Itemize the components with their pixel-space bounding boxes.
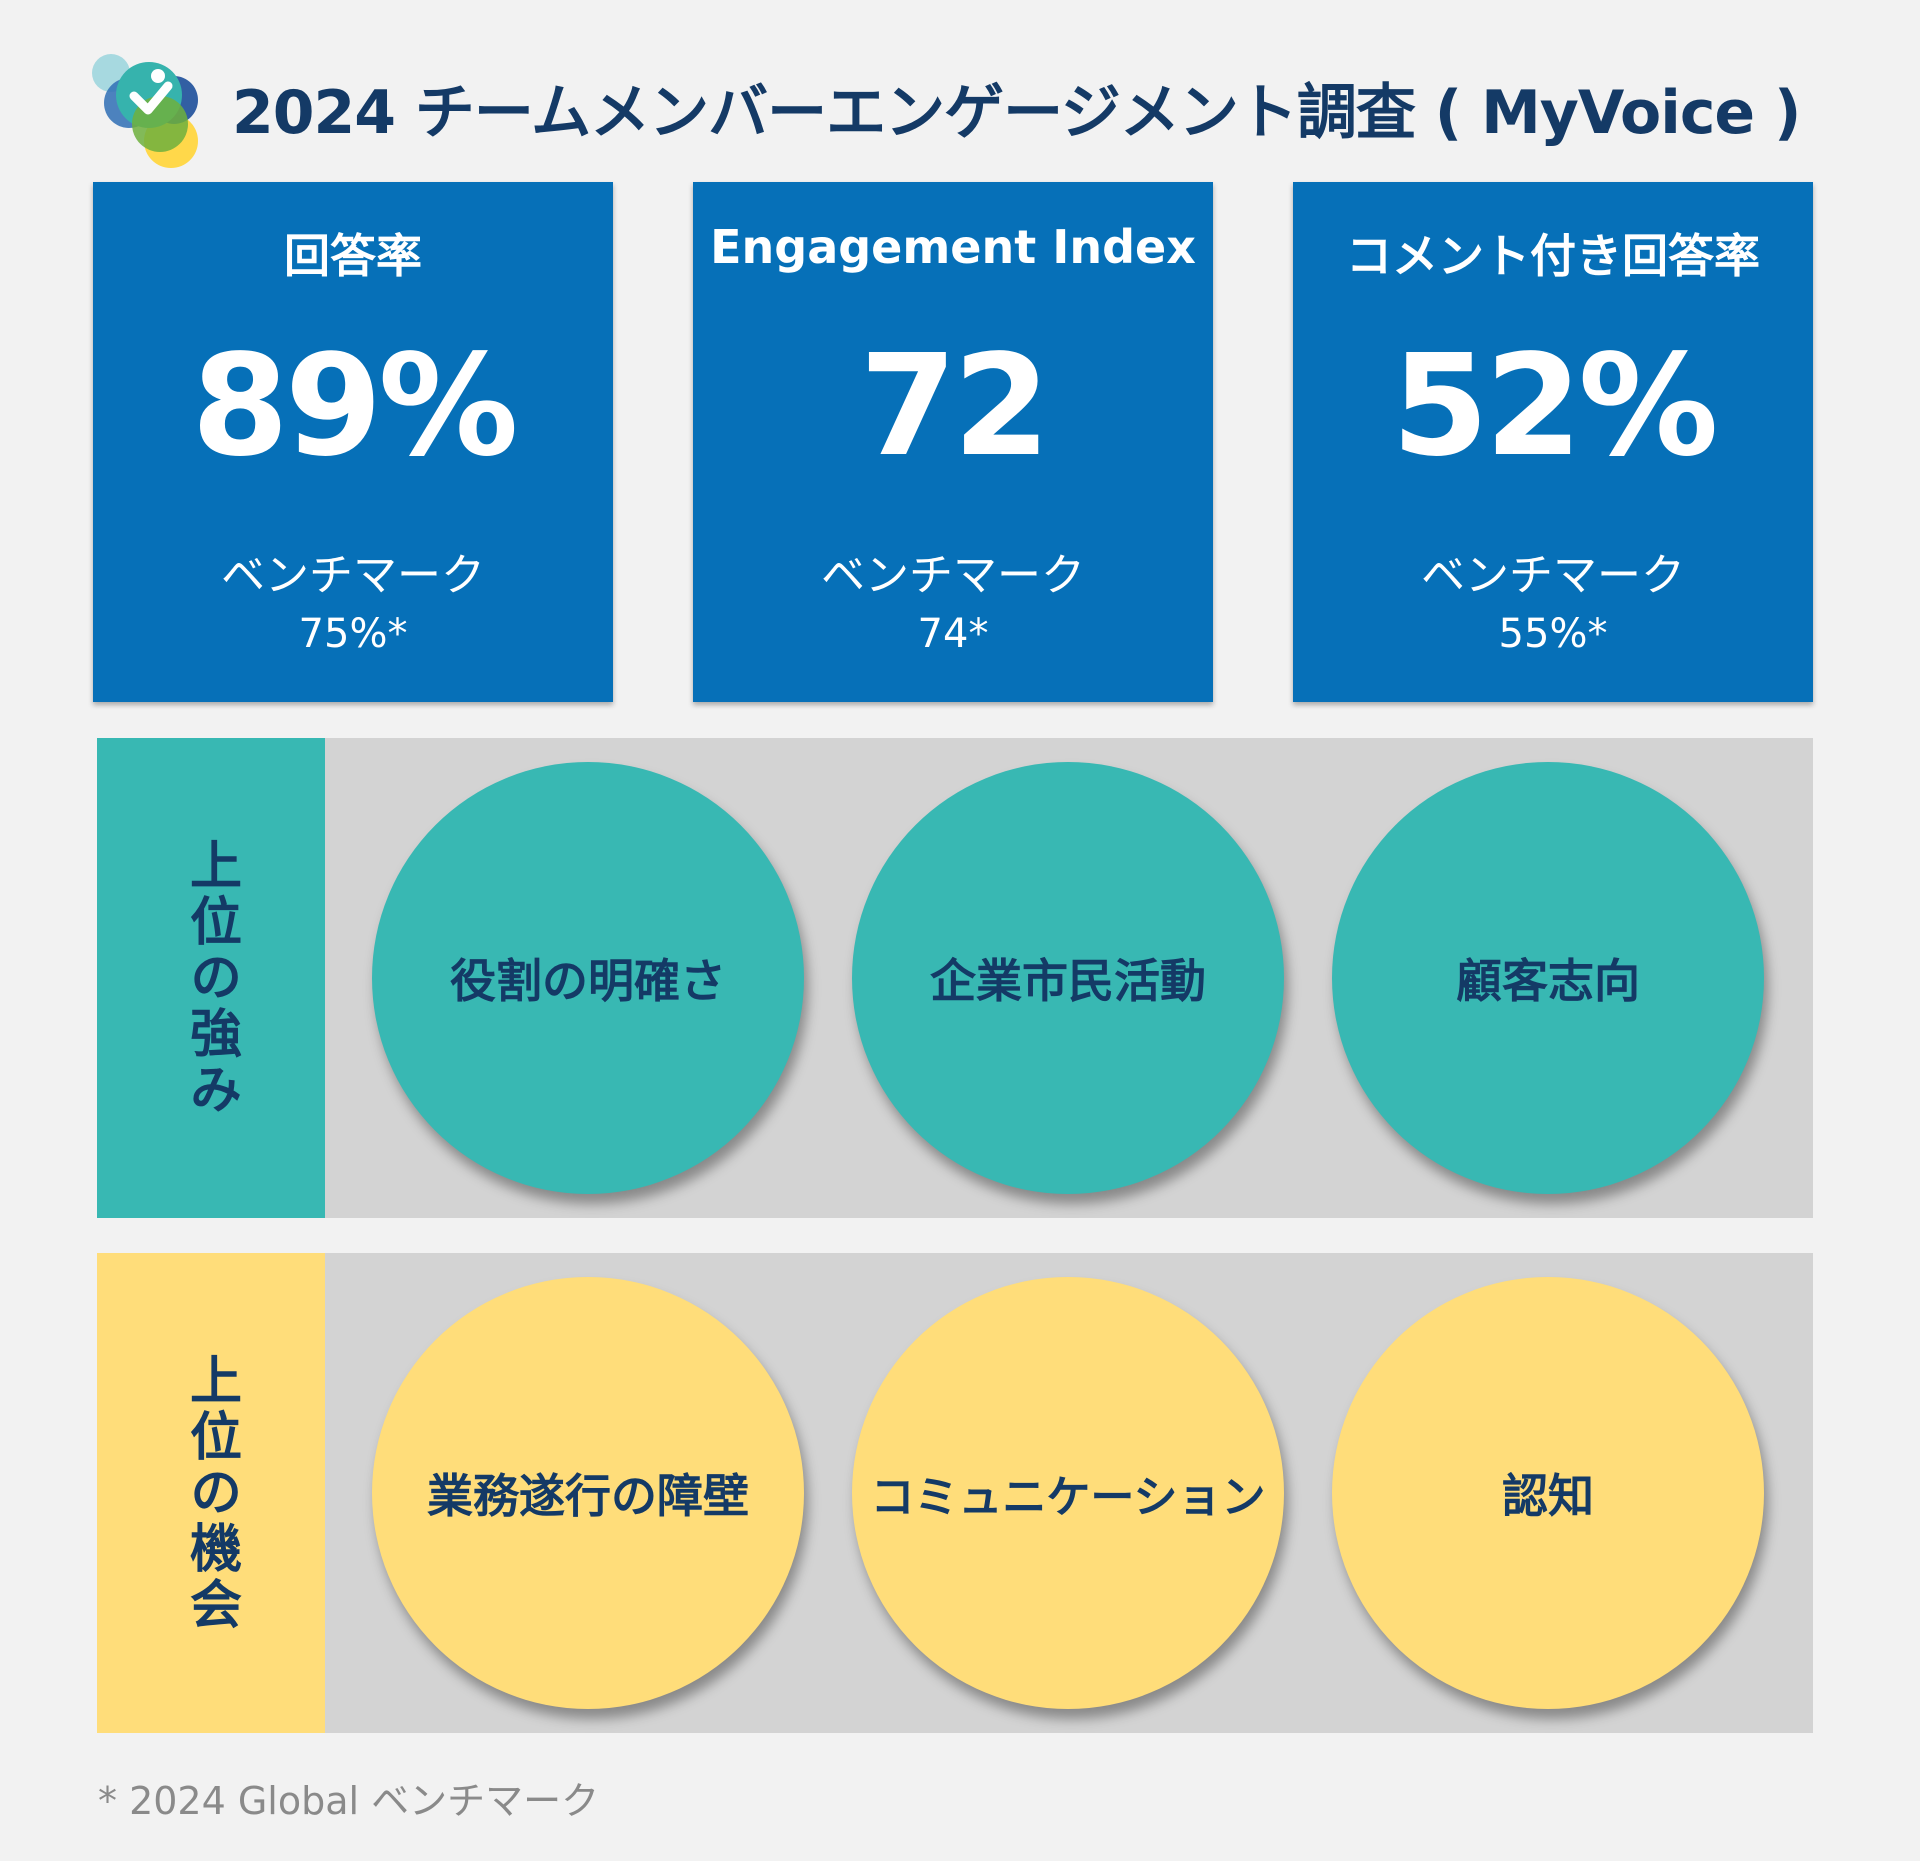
opportunity-item: 業務遂行の障壁: [372, 1277, 804, 1709]
kpi-benchmark-value: 55%*: [1498, 611, 1608, 657]
strength-item-label: 顧客志向: [1456, 954, 1640, 1008]
opportunity-item-label: 認知: [1502, 1469, 1594, 1523]
strengths-panel: 上位の強み 役割の明確さ 企業市民活動 顧客志向: [97, 738, 1813, 1218]
kpi-benchmark-label: ベンチマーク: [221, 550, 485, 601]
opportunities-side-label: 上位の機会: [97, 1253, 325, 1733]
strength-item: 役割の明確さ: [372, 762, 804, 1194]
kpi-row: 回答率 89% ベンチマーク 75%* Engagement Index 72 …: [93, 182, 1813, 702]
strength-item: 企業市民活動: [852, 762, 1284, 1194]
strengths-heading: 上位の強み: [180, 838, 241, 1118]
kpi-benchmark-label: ベンチマーク: [821, 550, 1085, 601]
opportunities-heading: 上位の機会: [180, 1353, 241, 1633]
opportunities-panel: 上位の機会 業務遂行の障壁 コミュニケーション 認知: [97, 1253, 1813, 1733]
kpi-benchmark-label: ベンチマーク: [1421, 550, 1685, 601]
myvoice-logo-icon: [92, 52, 212, 168]
strength-item: 顧客志向: [1332, 762, 1764, 1194]
strengths-side-label: 上位の強み: [97, 738, 325, 1218]
kpi-benchmark-value: 74*: [917, 611, 989, 657]
kpi-card-comment-rate: コメント付き回答率 52% ベンチマーク 55%*: [1293, 182, 1813, 702]
kpi-label: 回答率: [284, 229, 422, 283]
kpi-card-engagement-index: Engagement Index 72 ベンチマーク 74*: [693, 182, 1213, 702]
opportunity-item-label: 業務遂行の障壁: [427, 1469, 749, 1523]
kpi-value: 52%: [1391, 325, 1718, 488]
kpi-label: Engagement Index: [710, 220, 1196, 274]
opportunity-item: 認知: [1332, 1277, 1764, 1709]
kpi-card-response-rate: 回答率 89% ベンチマーク 75%*: [93, 182, 613, 702]
opportunity-item: コミュニケーション: [852, 1277, 1284, 1709]
strength-item-label: 企業市民活動: [930, 954, 1206, 1008]
opportunity-item-label: コミュニケーション: [870, 1472, 1266, 1523]
kpi-label: コメント付き回答率: [1346, 229, 1760, 283]
kpi-value: 89%: [191, 325, 518, 488]
kpi-benchmark-value: 75%*: [298, 611, 408, 657]
header: 2024 チームメンバーエンゲージメント調査 ( MyVoice ): [92, 52, 1801, 168]
kpi-value: 72: [859, 325, 1051, 488]
page-title: 2024 チームメンバーエンゲージメント調査 ( MyVoice ): [232, 77, 1801, 148]
footnote: * 2024 Global ベンチマーク: [98, 1779, 600, 1823]
strength-item-label: 役割の明確さ: [450, 954, 726, 1008]
